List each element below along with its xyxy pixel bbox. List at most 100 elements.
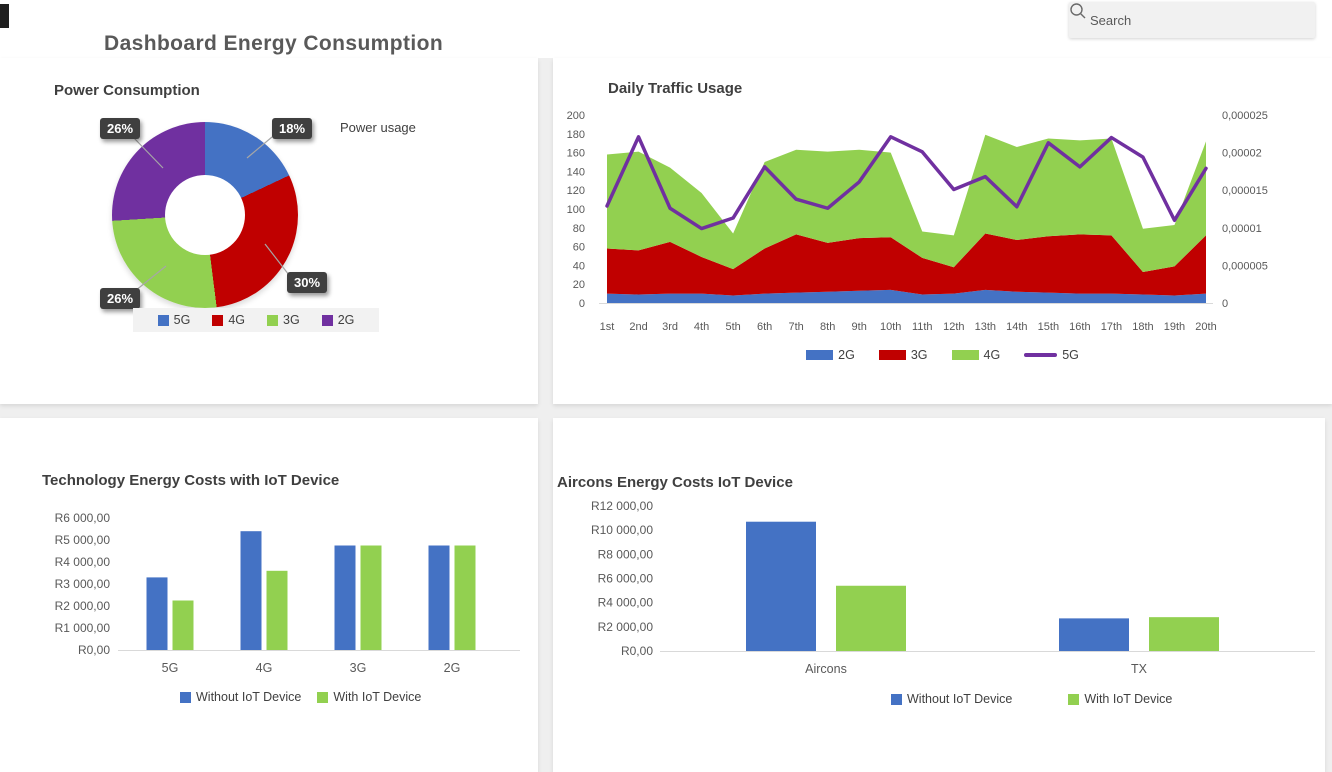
- bar-aircons-without-iot-device[interactable]: [746, 521, 816, 651]
- legend-label: 4G: [983, 348, 1001, 362]
- left-axis-tick: 20: [573, 279, 585, 291]
- y-axis-tick: R12 000,00: [591, 499, 653, 513]
- bar-2g-with-iot-device[interactable]: [454, 545, 476, 651]
- legend-item-with-iot-device[interactable]: With IoT Device: [1068, 692, 1172, 706]
- area-series-4g[interactable]: [607, 134, 1206, 272]
- legend-label: With IoT Device: [333, 690, 422, 704]
- line-series-5g[interactable]: [605, 135, 1208, 231]
- bar-5g-without-iot-device[interactable]: [146, 577, 168, 650]
- x-axis-tick: 7th: [789, 321, 804, 333]
- power-consumption-card: Power Consumption 18% 30% 26% 26% Power …: [0, 58, 538, 404]
- bar-tx-with-iot-device[interactable]: [1149, 617, 1219, 651]
- panel-gutter-vertical: [538, 58, 553, 772]
- legend-label: Without IoT Device: [196, 690, 302, 704]
- left-axis-tick: 60: [573, 242, 585, 254]
- legend-item-2g[interactable]: 2G: [321, 313, 354, 327]
- left-axis-tick: 140: [567, 166, 585, 178]
- x-axis-category: Aircons: [805, 662, 847, 676]
- bar-3g-with-iot-device[interactable]: [360, 545, 382, 651]
- x-axis-tick: 19th: [1164, 321, 1185, 333]
- legend-item-3g[interactable]: 3G: [267, 313, 300, 327]
- area-series-2g[interactable]: [607, 289, 1206, 303]
- legend-item-without-iot-device[interactable]: Without IoT Device: [180, 690, 301, 704]
- x-axis-tick: 4th: [694, 321, 709, 333]
- legend-item-3g[interactable]: 3G: [878, 348, 928, 362]
- donut-label-3g: 26%: [100, 288, 141, 309]
- legend-item-4g[interactable]: 4G: [212, 313, 245, 327]
- y-axis-tick: R2 000,00: [55, 599, 111, 613]
- left-axis-tick: 200: [567, 110, 585, 122]
- right-axis-tick: 0,00001: [1222, 223, 1262, 235]
- bar-4g-with-iot-device[interactable]: [266, 570, 288, 650]
- x-axis-tick: 1st: [600, 321, 615, 333]
- legend-swatch: [321, 314, 333, 326]
- x-axis-tick: 8th: [820, 321, 835, 333]
- x-axis-tick: 13th: [975, 321, 996, 333]
- legend-label: 3G: [910, 348, 928, 362]
- legend-item-2g[interactable]: 2G: [806, 348, 855, 362]
- legend-swatch: [878, 350, 906, 360]
- donut-label-5g: 18%: [272, 118, 313, 139]
- legend-swatch: [951, 350, 979, 360]
- area-series-3g[interactable]: [607, 233, 1206, 296]
- search-input[interactable]: [1069, 12, 1315, 28]
- x-axis-category: 3G: [350, 661, 367, 675]
- x-axis-tick: 10th: [880, 321, 901, 333]
- tech-costs-chart: R0,00 R1 000,00 R2 000,00 R3 000,00 R4 000,0…: [55, 511, 520, 675]
- x-axis-category: TX: [1131, 662, 1148, 676]
- aircons-costs-legend: Without IoT Device With IoT Device: [891, 692, 1172, 706]
- y-axis-tick: R6 000,00: [55, 511, 111, 525]
- legend-swatch: [1024, 353, 1058, 357]
- legend-item-5g[interactable]: 5G: [157, 313, 191, 327]
- right-axis-tick: 0: [1222, 298, 1228, 310]
- bar-5g-with-iot-device[interactable]: [172, 600, 194, 651]
- left-axis-tick: 100: [567, 204, 585, 216]
- aircons-costs-title: Aircons Energy Costs IoT Device: [557, 474, 793, 491]
- search-icon[interactable]: [1069, 2, 1087, 20]
- panel-gutter-right: [1325, 418, 1332, 772]
- y-axis-tick: R0,00: [78, 643, 110, 657]
- left-axis-tick: 40: [573, 260, 585, 272]
- page-title: Dashboard Energy Consumption: [104, 32, 444, 55]
- daily-traffic-title: Daily Traffic Usage: [608, 80, 743, 97]
- search-box[interactable]: [1069, 2, 1315, 38]
- donut-label-2g: 26%: [100, 118, 141, 139]
- bar-aircons-with-iot-device[interactable]: [836, 585, 906, 651]
- x-axis-tick: 3rd: [662, 321, 678, 333]
- x-axis-category: 5G: [162, 661, 179, 675]
- legend-label: Without IoT Device: [907, 692, 1013, 706]
- legend-label: 5G: [173, 313, 191, 327]
- legend-item-with-iot-device[interactable]: With IoT Device: [317, 690, 421, 704]
- bar-tx-without-iot-device[interactable]: [1059, 618, 1129, 651]
- x-axis-category: 4G: [256, 661, 273, 675]
- y-axis-tick: R4 000,00: [55, 555, 111, 569]
- aircons-costs-card: Aircons Energy Costs IoT Device R0,00 R2 …: [553, 418, 1325, 772]
- left-axis-tick: 120: [567, 185, 585, 197]
- power-consumption-donut[interactable]: [112, 122, 298, 308]
- x-axis-tick: 9th: [852, 321, 867, 333]
- x-axis-tick: 15th: [1038, 321, 1059, 333]
- right-axis-tick: 0,00002: [1222, 148, 1262, 160]
- legend-item-without-iot-device[interactable]: Without IoT Device: [891, 692, 1012, 706]
- y-axis-tick: R6 000,00: [598, 572, 654, 586]
- tech-costs-title: Technology Energy Costs with IoT Device: [42, 472, 340, 489]
- y-axis-tick: R1 000,00: [55, 621, 111, 635]
- aircons-costs-chart: R0,00 R2 000,00 R4 000,00 R6 000,00 R8 000,0…: [591, 499, 1315, 676]
- legend-swatch: [317, 691, 329, 703]
- x-axis-tick: 12th: [943, 321, 964, 333]
- right-axis-tick: 0,000015: [1222, 185, 1268, 197]
- legend-swatch: [1068, 693, 1080, 705]
- bar-3g-without-iot-device[interactable]: [334, 545, 356, 651]
- legend-item-4g[interactable]: 4G: [951, 348, 1001, 362]
- bar-4g-without-iot-device[interactable]: [240, 531, 262, 650]
- left-axis-tick: 180: [567, 129, 585, 141]
- power-usage-label: Power usage: [340, 120, 416, 135]
- legend-label: With IoT Device: [1084, 692, 1173, 706]
- x-axis-category: 2G: [444, 661, 461, 675]
- legend-label: 5G: [1062, 348, 1079, 362]
- legend-item-5g[interactable]: 5G: [1024, 348, 1079, 362]
- bar-2g-without-iot-device[interactable]: [428, 545, 450, 651]
- y-axis-tick: R8 000,00: [598, 547, 654, 561]
- y-axis-tick: R5 000,00: [55, 533, 111, 547]
